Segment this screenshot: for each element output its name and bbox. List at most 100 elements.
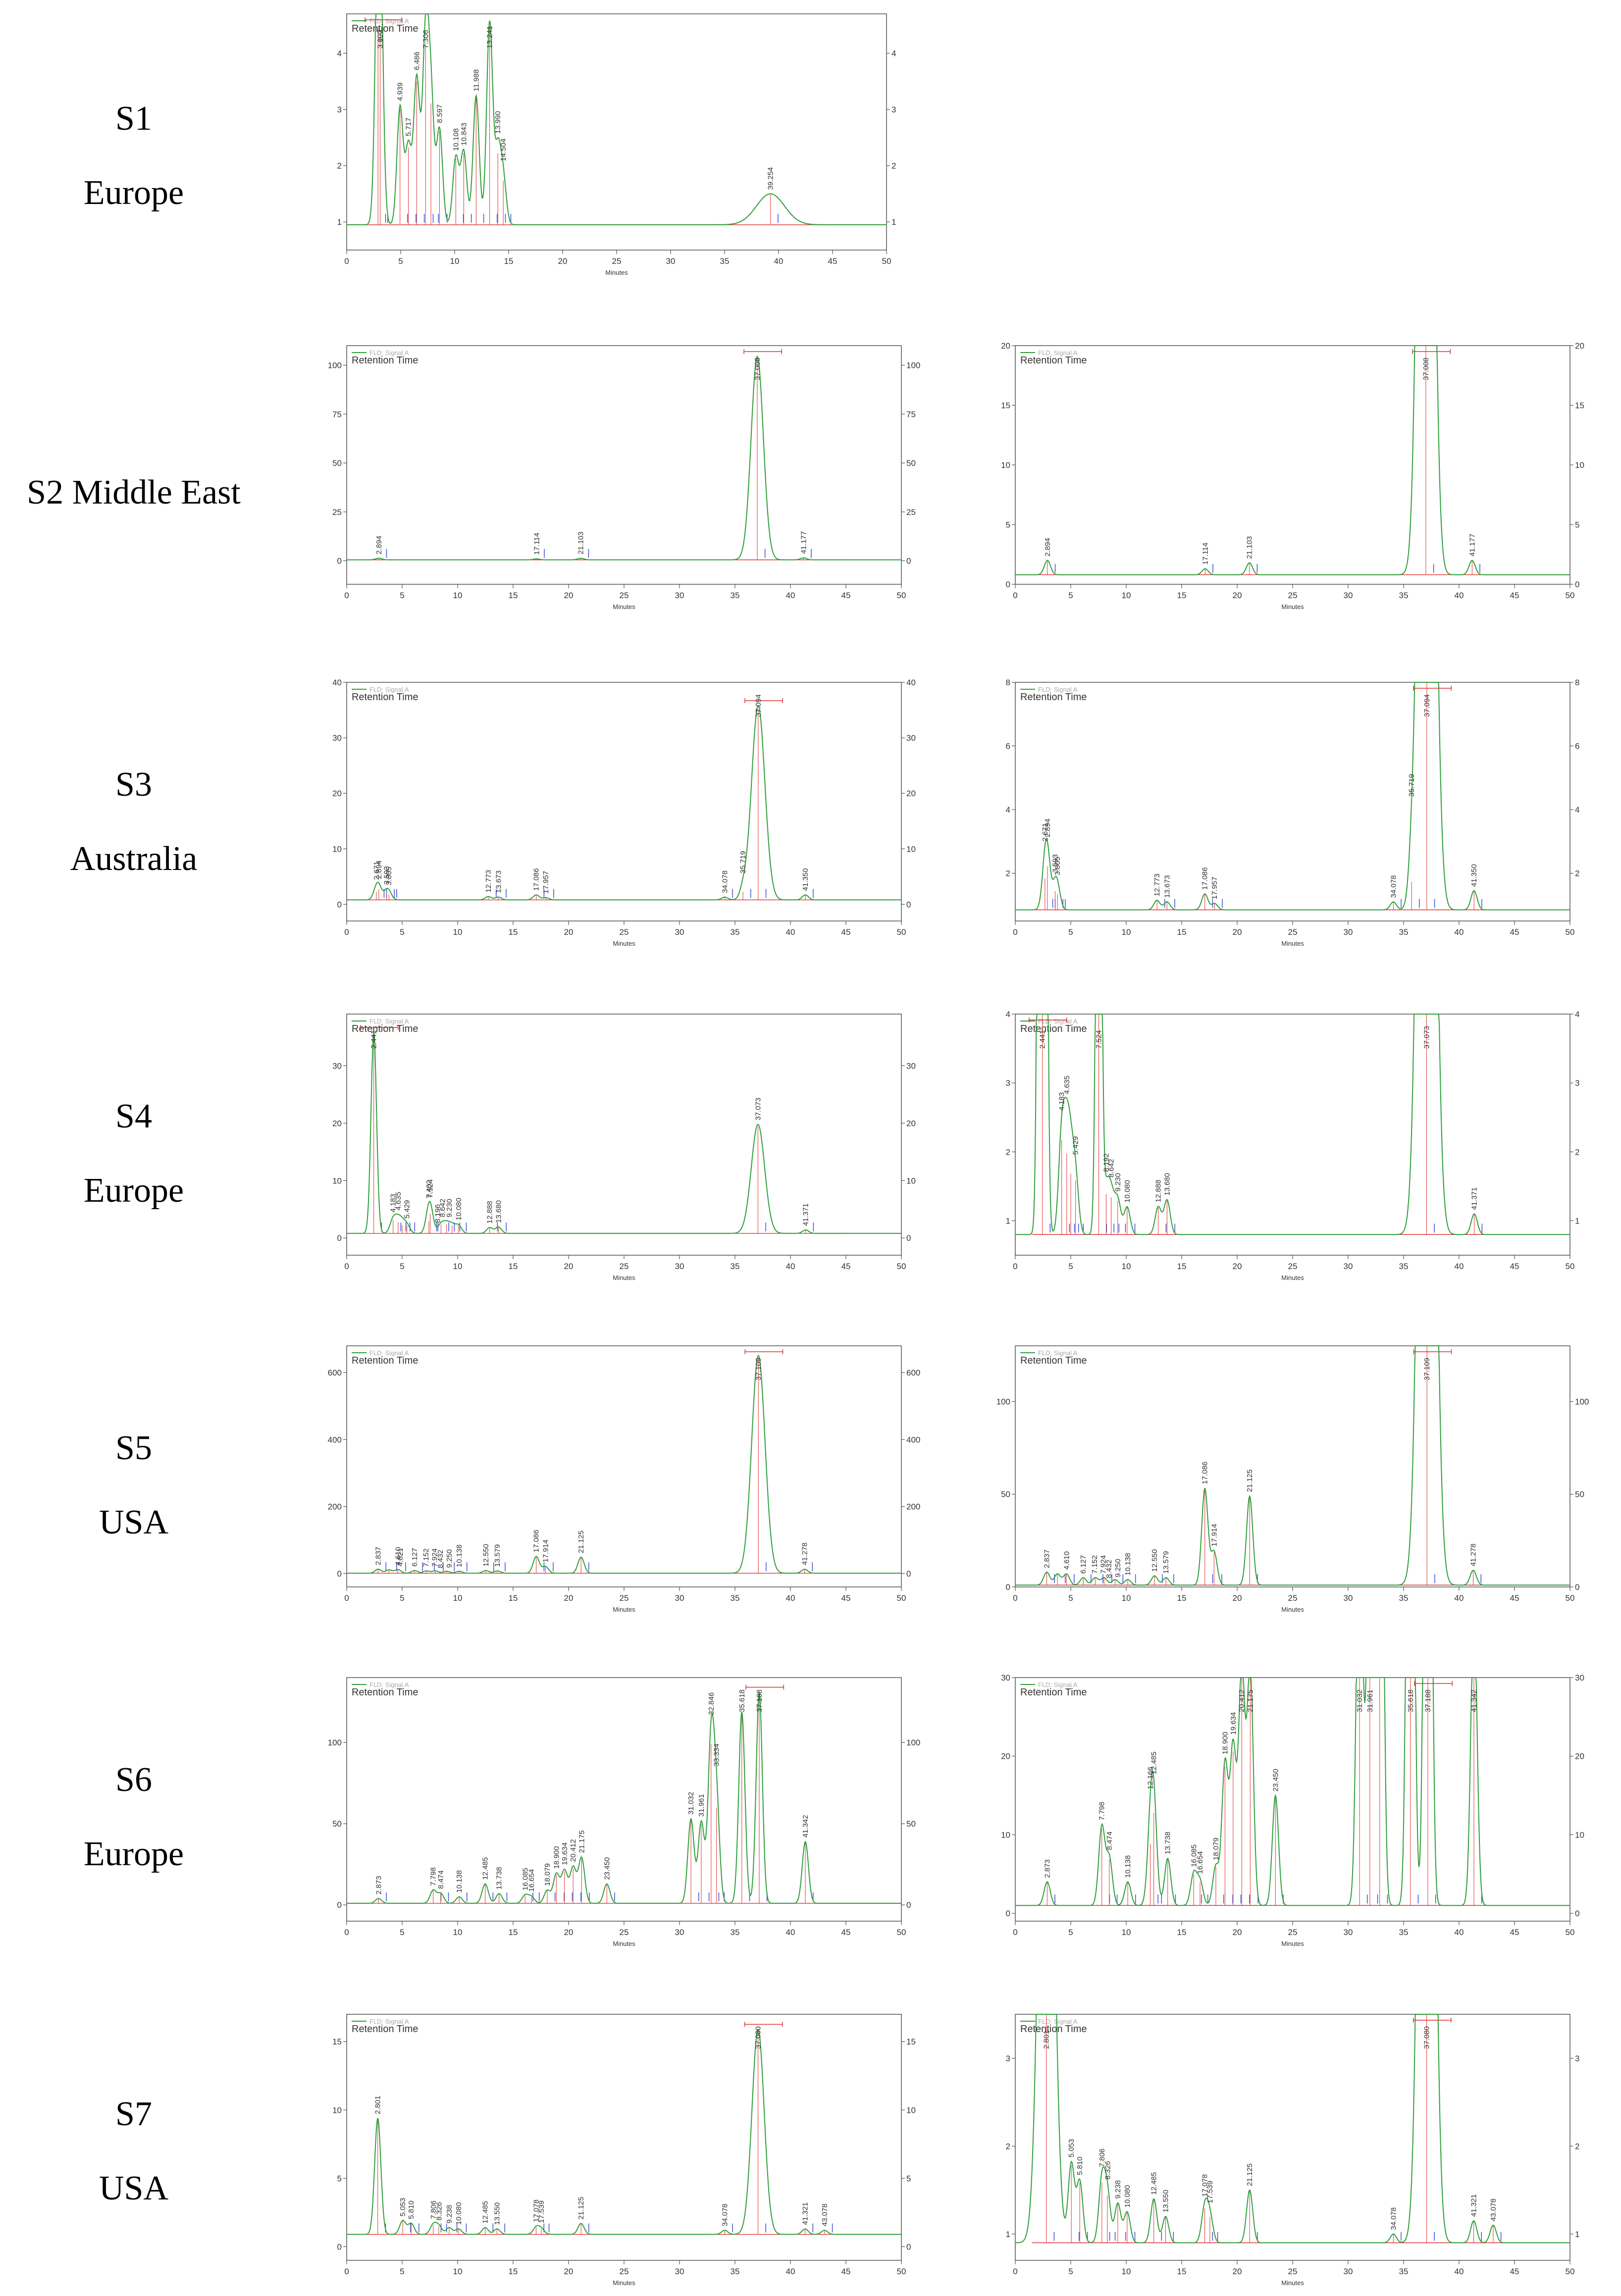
peak-label: 21.103 [577, 532, 585, 555]
peak-label: 31.961 [1366, 1689, 1374, 1712]
chart-subtitle: Retention Time [352, 692, 418, 703]
x-axis-label: Minutes [613, 2279, 635, 2287]
x-tick-label: 0 [344, 1928, 349, 1937]
chart-subtitle: Retention Time [352, 2024, 418, 2035]
x-tick-label: 45 [828, 256, 837, 266]
y-tick-label: 0 [1006, 1582, 1010, 1592]
peak-label: 7.924 [430, 1548, 439, 1567]
x-tick-label: 35 [731, 1928, 740, 1937]
legend-label: FLD: Signal A [369, 1349, 409, 1357]
peak-label: 37.094 [754, 694, 763, 717]
x-tick-label: 10 [1122, 1262, 1131, 1271]
y-tick-label-right: 10 [1575, 1830, 1584, 1839]
x-tick-label: 45 [1510, 1262, 1519, 1271]
peak-label: 41.371 [802, 1203, 810, 1226]
peak-label: 39.254 [767, 167, 775, 190]
peak-label: 8.326 [435, 2202, 444, 2221]
signal-trace [347, 705, 901, 901]
peak-label: 21.103 [1246, 536, 1254, 559]
x-tick-label: 5 [1068, 2267, 1073, 2276]
peak-label: 37.073 [754, 1098, 762, 1121]
y-tick-label: 2 [1006, 1147, 1010, 1157]
peak-label: 2.801 [1043, 2030, 1051, 2049]
peak-label: 7.806 [429, 2200, 438, 2219]
peak-label: 9.250 [445, 1549, 454, 1568]
chart-subtitle: Retention Time [1020, 1355, 1087, 1366]
y-tick-label-right: 0 [906, 2242, 911, 2251]
peak-label: 4.183 [389, 1194, 398, 1213]
y-tick-label: 4 [337, 49, 342, 58]
peak-label: 41.321 [1470, 2194, 1478, 2217]
peak-label: 41.342 [801, 1815, 810, 1837]
peak-label: 7.152 [1091, 1555, 1099, 1574]
y-tick-label-right: 3 [1575, 1078, 1579, 1088]
y-tick-label-right: 5 [1575, 520, 1579, 530]
y-tick-label-right: 3 [891, 105, 896, 114]
x-tick-label: 20 [564, 1262, 574, 1271]
x-tick-label: 15 [1177, 1928, 1187, 1937]
y-tick-label-right: 8 [1575, 678, 1579, 687]
y-tick-label: 0 [337, 557, 342, 566]
peak-label: 7.306 [421, 30, 430, 49]
y-tick-label-right: 2 [891, 161, 896, 171]
x-tick-label: 20 [1233, 2267, 1242, 2276]
peak-label: 37.073 [1422, 1026, 1431, 1049]
plot-frame [1015, 1677, 1570, 1922]
x-tick-label: 5 [1068, 591, 1073, 600]
peak-label: 9.238 [1114, 2180, 1122, 2199]
peak-label: 12.485 [481, 1857, 490, 1880]
peak-label: 12.485 [481, 2201, 490, 2224]
peak-label: 8.196 [434, 1204, 442, 1223]
y-tick-label-right: 0 [1575, 1582, 1579, 1592]
peak-label: 5.429 [403, 1200, 412, 1219]
x-tick-label: 0 [344, 591, 349, 600]
y-tick-label-right: 0 [1575, 1909, 1579, 1918]
peak-label: 35.618 [738, 1689, 746, 1712]
x-tick-label: 35 [1399, 1593, 1409, 1603]
x-tick-label: 15 [1177, 1262, 1187, 1271]
y-tick-label-right: 20 [906, 1119, 916, 1128]
region: Europe [83, 1172, 184, 1210]
y-tick-label: 75 [332, 409, 342, 419]
y-tick-label-right: 20 [1575, 1752, 1584, 1761]
y-tick-label: 50 [332, 459, 342, 468]
x-tick-label: 45 [841, 1928, 851, 1937]
x-tick-label: 0 [344, 1593, 349, 1603]
peak-label: 34.078 [721, 870, 729, 893]
x-tick-label: 10 [453, 591, 463, 600]
legend-label: FLD: Signal A [1038, 349, 1078, 357]
row-label-s6: S6 Europe [20, 1763, 248, 1872]
y-tick-label-right: 30 [906, 1061, 916, 1071]
x-tick-label: 25 [1288, 1928, 1298, 1937]
y-tick-label: 3 [1006, 2054, 1010, 2063]
x-tick-label: 0 [344, 256, 349, 266]
chart-subtitle: Retention Time [352, 1687, 418, 1698]
plot-frame [1015, 1014, 1570, 1256]
peak-label: 37.109 [754, 1358, 763, 1380]
y-tick-label-right: 1 [1575, 2230, 1579, 2239]
peak-label: 41.278 [1469, 1543, 1478, 1566]
peak-label: 20.412 [1238, 1689, 1246, 1712]
peak-label: 17.539 [1206, 2181, 1214, 2203]
peak-label: 13.241 [486, 26, 494, 49]
peak-label: 8.192 [1102, 1153, 1111, 1172]
plot-frame [1015, 2014, 1570, 2261]
x-tick-label: 0 [344, 1262, 349, 1271]
y-tick-label-right: 50 [1575, 1490, 1584, 1499]
peak-label: 2.873 [374, 1876, 383, 1895]
x-tick-label: 0 [1013, 927, 1017, 937]
x-tick-label: 0 [1013, 1262, 1017, 1271]
chart-subtitle: Retention Time [1020, 1687, 1087, 1698]
chromatogram-s7-zoom: 0 5 10 15 20 25 30 35 40 45 50 Minutes 1 1 2 2 3 3 FLD: Si… [1006, 2014, 1579, 2287]
x-tick-label: 5 [1068, 1262, 1073, 1271]
x-tick-label: 15 [509, 927, 518, 937]
x-tick-label: 30 [675, 2267, 684, 2276]
y-tick-label: 0 [337, 1900, 342, 1910]
plot-frame [346, 1014, 902, 1256]
peak-label: 34.078 [721, 2203, 729, 2226]
x-tick-label: 5 [400, 1593, 404, 1603]
x-tick-label: 50 [897, 1593, 906, 1603]
y-tick-label: 40 [332, 678, 342, 687]
y-tick-label-right: 4 [1575, 805, 1579, 815]
x-tick-label: 50 [897, 2267, 906, 2276]
